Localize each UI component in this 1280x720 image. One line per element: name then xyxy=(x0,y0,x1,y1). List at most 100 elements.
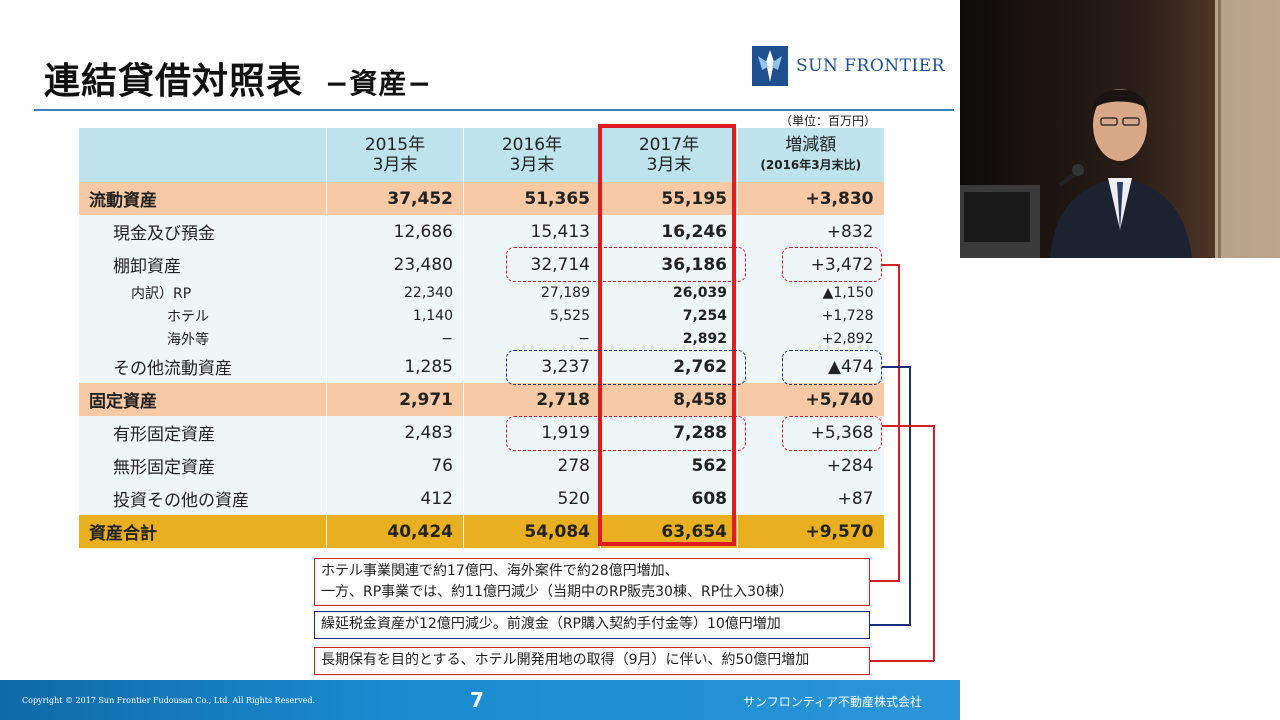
page-title: 連結貸借対照表 −資産− xyxy=(44,52,432,104)
table-row: ホテル 1,140 5,525 7,254 +1,728 xyxy=(78,304,884,327)
connector xyxy=(882,264,899,266)
connector xyxy=(870,624,911,626)
cell-2017: 562 xyxy=(600,449,738,482)
cell-2016: 3,237 xyxy=(463,350,601,383)
cell-2016: 520 xyxy=(463,482,601,515)
row-label: 海外等 xyxy=(78,327,327,350)
cell-change: ▲474 xyxy=(737,350,884,383)
cell-2016: 1,919 xyxy=(463,416,601,449)
note-tangible: 長期保有を目的とする、ホテル開発用地の取得（9月）に伴い、約50億円増加 xyxy=(314,647,870,675)
connector xyxy=(882,366,910,368)
connector xyxy=(882,425,934,427)
title-divider xyxy=(34,109,954,111)
cell-2017: 36,186 xyxy=(600,248,738,281)
cell-change: +87 xyxy=(737,482,884,515)
cell-2016: 5,525 xyxy=(463,304,601,327)
slide: 連結貸借対照表 −資産− SUN FRONTIER （単位：百万円） 2015年 3… xyxy=(0,46,960,720)
table-row: 海外等 − − 2,892 +2,892 xyxy=(78,327,884,350)
header-2017: 2017年 3月末 xyxy=(600,128,738,182)
cell-2015: 22,340 xyxy=(326,281,464,304)
table-row: 固定資産 2,971 2,718 8,458 +5,740 xyxy=(78,383,884,416)
cell-2016: − xyxy=(463,327,601,350)
row-label: 現金及び預金 xyxy=(78,215,327,248)
table-row: 資産合計 40,424 54,084 63,654 +9,570 xyxy=(78,515,884,548)
note-inventory: ホテル事業関連で約17億円、海外案件で約28億円増加、 一方、RP事業では、約1… xyxy=(314,558,870,606)
row-label: ホテル xyxy=(78,304,327,327)
cell-change: +2,892 xyxy=(737,327,884,350)
table-row: 有形固定資産 2,483 1,919 7,288 +5,368 xyxy=(78,416,884,449)
table-row: 内訳）RP 22,340 27,189 26,039 ▲1,150 xyxy=(78,281,884,304)
cell-2017: 2,762 xyxy=(600,350,738,383)
cell-change: +284 xyxy=(737,449,884,482)
cell-2015: 2,483 xyxy=(326,416,464,449)
cell-2016: 278 xyxy=(463,449,601,482)
cell-2015: 12,686 xyxy=(326,215,464,248)
page-number: 7 xyxy=(470,688,484,712)
cell-2016: 15,413 xyxy=(463,215,601,248)
title-main: 連結貸借対照表 xyxy=(44,61,304,102)
cell-change: +832 xyxy=(737,215,884,248)
cell-2017: 608 xyxy=(600,482,738,515)
table-row: その他流動資産 1,285 3,237 2,762 ▲474 xyxy=(78,350,884,383)
speaker-video-frame xyxy=(960,0,1280,258)
table-row: 流動資産 37,452 51,365 55,195 +3,830 xyxy=(78,182,884,215)
highlight-2017-column xyxy=(598,124,736,546)
cell-2016: 54,084 xyxy=(463,515,601,548)
emphasis-inventory xyxy=(506,247,746,282)
cell-2015: − xyxy=(326,327,464,350)
row-label: その他流動資産 xyxy=(78,350,327,383)
row-label: 棚卸資産 xyxy=(78,248,327,281)
note-other-current: 繰延税金資産が12億円減少。前渡金（RP購入契約手付金等）10億円増加 xyxy=(314,611,870,639)
cell-change: +3,472 xyxy=(737,248,884,281)
balance-sheet-table: 2015年 3月末 2016年 3月末 2017年 3月末 増減額 (2016年3月末比… xyxy=(78,128,884,548)
row-label: 無形固定資産 xyxy=(78,449,327,482)
table-row: 現金及び預金 12,686 15,413 16,246 +832 xyxy=(78,215,884,248)
title-subtitle: −資産− xyxy=(325,67,432,100)
header-label-cell xyxy=(78,128,327,182)
logo-text: SUN FRONTIER xyxy=(796,56,945,76)
cell-change: +5,740 xyxy=(737,383,884,416)
cell-2015: 1,285 xyxy=(326,350,464,383)
table-header-row: 2015年 3月末 2016年 3月末 2017年 3月末 増減額 (2016年3月末比… xyxy=(78,128,884,182)
unit-note: （単位：百万円） xyxy=(780,114,877,128)
cell-2016: 2,718 xyxy=(463,383,601,416)
emphasis-other-current-change xyxy=(782,350,882,385)
cell-2017: 8,458 xyxy=(600,383,738,416)
cell-2017: 16,246 xyxy=(600,215,738,248)
cell-change: ▲1,150 xyxy=(737,281,884,304)
speaker-video xyxy=(960,0,1280,258)
sun-frontier-logo-icon xyxy=(752,46,788,86)
company-name: サンフロンティア不動産株式会社 xyxy=(743,695,922,709)
copyright-text: Copyright © 2017 Sun Frontier Fudousan C… xyxy=(22,696,316,705)
row-label: 流動資産 xyxy=(78,182,327,215)
cell-2016: 32,714 xyxy=(463,248,601,281)
row-label: 固定資産 xyxy=(78,383,327,416)
cell-2017: 7,288 xyxy=(600,416,738,449)
cell-2016: 27,189 xyxy=(463,281,601,304)
cell-2017: 7,254 xyxy=(600,304,738,327)
emphasis-tangible xyxy=(506,416,746,451)
cell-change: +9,570 xyxy=(737,515,884,548)
row-label: 資産合計 xyxy=(78,515,327,548)
header-2015: 2015年 3月末 xyxy=(326,128,464,182)
connector xyxy=(898,264,900,581)
header-2016: 2016年 3月末 xyxy=(463,128,601,182)
table-row: 無形固定資産 76 278 562 +284 xyxy=(78,449,884,482)
cell-change: +3,830 xyxy=(737,182,884,215)
connector xyxy=(909,366,911,625)
company-logo: SUN FRONTIER xyxy=(752,46,945,86)
row-label: 投資その他の資産 xyxy=(78,482,327,515)
cell-2017: 55,195 xyxy=(600,182,738,215)
row-label: 有形固定資産 xyxy=(78,416,327,449)
cell-2017: 2,892 xyxy=(600,327,738,350)
cell-2015: 76 xyxy=(326,449,464,482)
cell-change: +1,728 xyxy=(737,304,884,327)
emphasis-inventory-change xyxy=(782,247,882,282)
cell-2017: 26,039 xyxy=(600,281,738,304)
cell-change: +5,368 xyxy=(737,416,884,449)
connector xyxy=(870,580,900,582)
cell-2015: 1,140 xyxy=(326,304,464,327)
cell-2015: 412 xyxy=(326,482,464,515)
footer-bar: Copyright © 2017 Sun Frontier Fudousan C… xyxy=(0,680,960,720)
row-label: 内訳）RP xyxy=(78,281,327,304)
